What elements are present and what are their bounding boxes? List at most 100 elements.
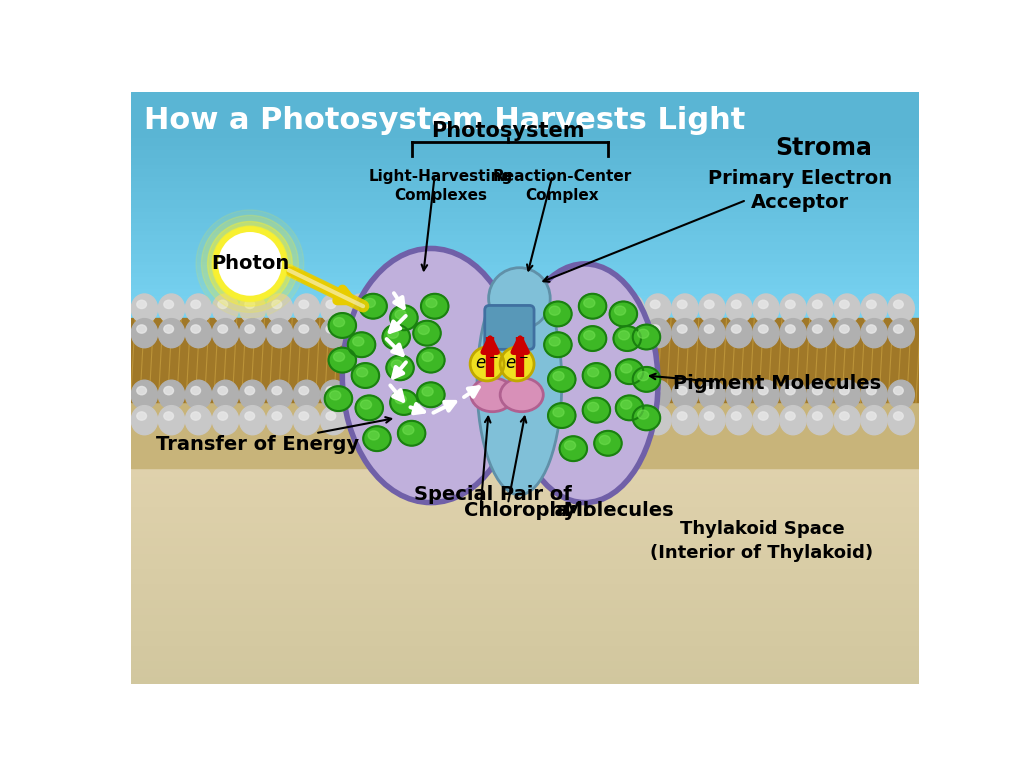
Ellipse shape xyxy=(299,300,308,309)
Ellipse shape xyxy=(569,412,579,420)
Ellipse shape xyxy=(596,412,606,420)
Bar xyxy=(131,491,920,498)
Ellipse shape xyxy=(353,300,362,309)
Ellipse shape xyxy=(672,380,698,409)
Ellipse shape xyxy=(408,325,417,333)
Ellipse shape xyxy=(299,325,308,333)
Ellipse shape xyxy=(185,406,212,435)
Ellipse shape xyxy=(785,386,796,395)
Ellipse shape xyxy=(299,412,308,420)
Ellipse shape xyxy=(321,380,347,409)
Bar xyxy=(131,134,920,138)
Ellipse shape xyxy=(515,300,525,309)
Bar xyxy=(131,630,920,637)
Ellipse shape xyxy=(461,300,471,309)
Ellipse shape xyxy=(510,294,536,323)
Ellipse shape xyxy=(569,325,579,333)
Ellipse shape xyxy=(380,300,390,309)
Ellipse shape xyxy=(650,300,660,309)
Ellipse shape xyxy=(240,294,265,323)
Ellipse shape xyxy=(325,386,352,411)
Bar xyxy=(131,429,920,437)
Ellipse shape xyxy=(266,319,293,348)
Ellipse shape xyxy=(326,300,336,309)
Ellipse shape xyxy=(190,412,201,420)
Bar xyxy=(131,215,920,219)
Ellipse shape xyxy=(380,325,390,333)
Bar xyxy=(131,230,920,234)
Ellipse shape xyxy=(321,294,347,323)
Ellipse shape xyxy=(240,406,265,435)
Bar xyxy=(131,498,920,506)
Ellipse shape xyxy=(705,325,714,333)
Ellipse shape xyxy=(753,380,779,409)
Ellipse shape xyxy=(677,325,687,333)
Bar xyxy=(131,599,920,607)
Bar xyxy=(131,339,920,343)
Ellipse shape xyxy=(834,319,860,348)
Text: $e^-$: $e^-$ xyxy=(505,355,529,373)
Ellipse shape xyxy=(461,325,471,333)
Ellipse shape xyxy=(780,380,806,409)
Ellipse shape xyxy=(677,412,687,420)
Ellipse shape xyxy=(342,249,519,502)
Bar xyxy=(131,173,920,177)
Ellipse shape xyxy=(866,386,877,395)
Ellipse shape xyxy=(266,380,293,409)
Ellipse shape xyxy=(563,406,590,435)
Ellipse shape xyxy=(861,294,888,323)
Ellipse shape xyxy=(477,272,562,495)
Bar xyxy=(131,177,920,180)
Ellipse shape xyxy=(677,300,687,309)
Ellipse shape xyxy=(471,378,514,412)
Ellipse shape xyxy=(272,386,282,395)
Ellipse shape xyxy=(596,300,606,309)
Ellipse shape xyxy=(672,406,698,435)
Ellipse shape xyxy=(615,359,643,384)
Ellipse shape xyxy=(137,300,146,309)
Ellipse shape xyxy=(272,300,282,309)
Bar xyxy=(131,146,920,150)
Ellipse shape xyxy=(705,300,714,309)
Ellipse shape xyxy=(726,380,753,409)
Bar xyxy=(131,289,920,293)
Ellipse shape xyxy=(375,319,400,348)
Ellipse shape xyxy=(807,406,834,435)
Bar xyxy=(131,614,920,622)
Ellipse shape xyxy=(544,302,571,326)
Ellipse shape xyxy=(212,319,239,348)
Ellipse shape xyxy=(510,380,536,409)
Ellipse shape xyxy=(591,406,617,435)
Ellipse shape xyxy=(698,380,725,409)
Bar xyxy=(131,354,920,358)
Bar xyxy=(131,362,920,366)
Ellipse shape xyxy=(650,325,660,333)
Bar xyxy=(131,475,920,483)
Ellipse shape xyxy=(537,406,563,435)
Bar xyxy=(131,207,920,211)
Ellipse shape xyxy=(218,412,227,420)
Ellipse shape xyxy=(375,294,400,323)
Ellipse shape xyxy=(731,386,741,395)
Bar xyxy=(131,247,920,250)
Ellipse shape xyxy=(326,386,336,395)
Bar xyxy=(131,308,920,312)
Ellipse shape xyxy=(434,300,443,309)
Bar xyxy=(131,270,920,273)
Bar xyxy=(131,346,920,350)
FancyBboxPatch shape xyxy=(484,306,535,349)
Ellipse shape xyxy=(542,300,552,309)
Ellipse shape xyxy=(321,406,347,435)
Ellipse shape xyxy=(482,380,509,409)
Bar xyxy=(131,437,920,445)
Ellipse shape xyxy=(726,319,753,348)
Ellipse shape xyxy=(131,294,158,323)
Ellipse shape xyxy=(705,386,714,395)
Ellipse shape xyxy=(266,294,293,323)
Ellipse shape xyxy=(355,396,383,420)
Text: Transfer of Energy: Transfer of Energy xyxy=(156,435,359,455)
Bar xyxy=(131,350,920,354)
Ellipse shape xyxy=(726,294,753,323)
Ellipse shape xyxy=(621,364,632,373)
Ellipse shape xyxy=(633,367,660,392)
